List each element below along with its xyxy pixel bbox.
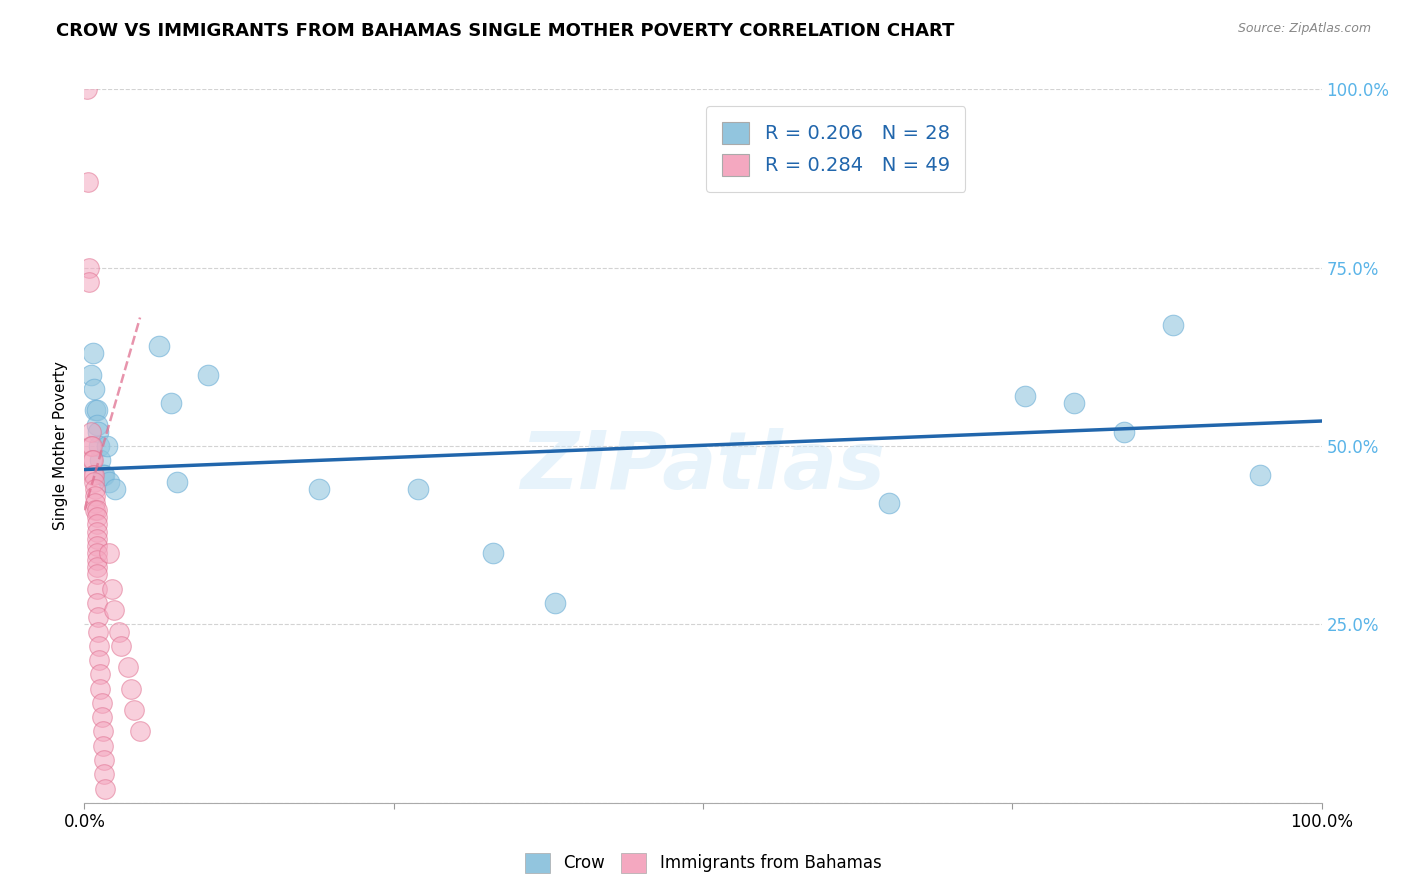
Point	[108, 624, 131, 639]
Point	[82, 467, 104, 482]
Point	[96, 439, 118, 453]
Point	[79, 260, 101, 275]
Point	[87, 610, 110, 624]
Point	[77, 175, 100, 189]
Point	[87, 425, 110, 439]
Point	[543, 596, 565, 610]
Point	[93, 753, 115, 767]
Point	[86, 403, 108, 417]
Point	[86, 567, 108, 582]
Point	[89, 667, 111, 681]
Point	[1063, 396, 1085, 410]
Point	[94, 781, 117, 796]
Point	[148, 339, 170, 353]
Point	[117, 660, 139, 674]
Point	[90, 710, 112, 724]
Point	[84, 489, 107, 503]
Point	[84, 496, 107, 510]
Point	[877, 496, 900, 510]
Point	[82, 346, 104, 360]
Point	[86, 524, 108, 539]
Point	[120, 681, 142, 696]
Point	[86, 510, 108, 524]
Point	[86, 517, 108, 532]
Legend: Crow, Immigrants from Bahamas: Crow, Immigrants from Bahamas	[517, 847, 889, 880]
Point	[86, 546, 108, 560]
Point	[100, 582, 122, 596]
Point	[122, 703, 145, 717]
Point	[79, 368, 101, 382]
Point	[86, 596, 108, 610]
Point	[98, 546, 121, 560]
Point	[86, 417, 108, 432]
Point	[86, 560, 108, 574]
Point	[84, 482, 107, 496]
Point	[1161, 318, 1184, 332]
Point	[90, 696, 112, 710]
Point	[80, 439, 103, 453]
Point	[86, 532, 108, 546]
Point	[80, 453, 103, 467]
Text: CROW VS IMMIGRANTS FROM BAHAMAS SINGLE MOTHER POVERTY CORRELATION CHART: CROW VS IMMIGRANTS FROM BAHAMAS SINGLE M…	[56, 22, 955, 40]
Point	[83, 467, 105, 482]
Point	[89, 639, 111, 653]
Point	[91, 724, 114, 739]
Point	[79, 275, 101, 289]
Point	[86, 539, 108, 553]
Point	[308, 482, 330, 496]
Text: Source: ZipAtlas.com: Source: ZipAtlas.com	[1237, 22, 1371, 36]
Point	[98, 475, 121, 489]
Point	[84, 503, 107, 517]
Point	[79, 439, 101, 453]
Point	[83, 475, 105, 489]
Point	[110, 639, 132, 653]
Point	[89, 453, 111, 467]
Point	[408, 482, 430, 496]
Point	[103, 603, 125, 617]
Point	[86, 553, 108, 567]
Point	[91, 739, 114, 753]
Point	[82, 453, 104, 467]
Point	[91, 467, 114, 482]
Point	[197, 368, 219, 382]
Point	[76, 82, 98, 96]
Point	[104, 482, 127, 496]
Point	[79, 425, 101, 439]
Point	[89, 439, 111, 453]
Point	[481, 546, 503, 560]
Legend: R = 0.206   N = 28, R = 0.284   N = 49: R = 0.206 N = 28, R = 0.284 N = 49	[706, 106, 966, 192]
Point	[93, 767, 115, 781]
Point	[86, 582, 108, 596]
Point	[129, 724, 152, 739]
Point	[86, 503, 108, 517]
Text: ZIPatlas: ZIPatlas	[520, 428, 886, 507]
Point	[89, 653, 111, 667]
Point	[1249, 467, 1271, 482]
Point	[1014, 389, 1036, 403]
Point	[84, 403, 107, 417]
Point	[160, 396, 183, 410]
Point	[83, 382, 105, 396]
Point	[166, 475, 188, 489]
Point	[93, 467, 115, 482]
Point	[87, 624, 110, 639]
Point	[89, 681, 111, 696]
Point	[1112, 425, 1135, 439]
Y-axis label: Single Mother Poverty: Single Mother Poverty	[53, 361, 69, 531]
